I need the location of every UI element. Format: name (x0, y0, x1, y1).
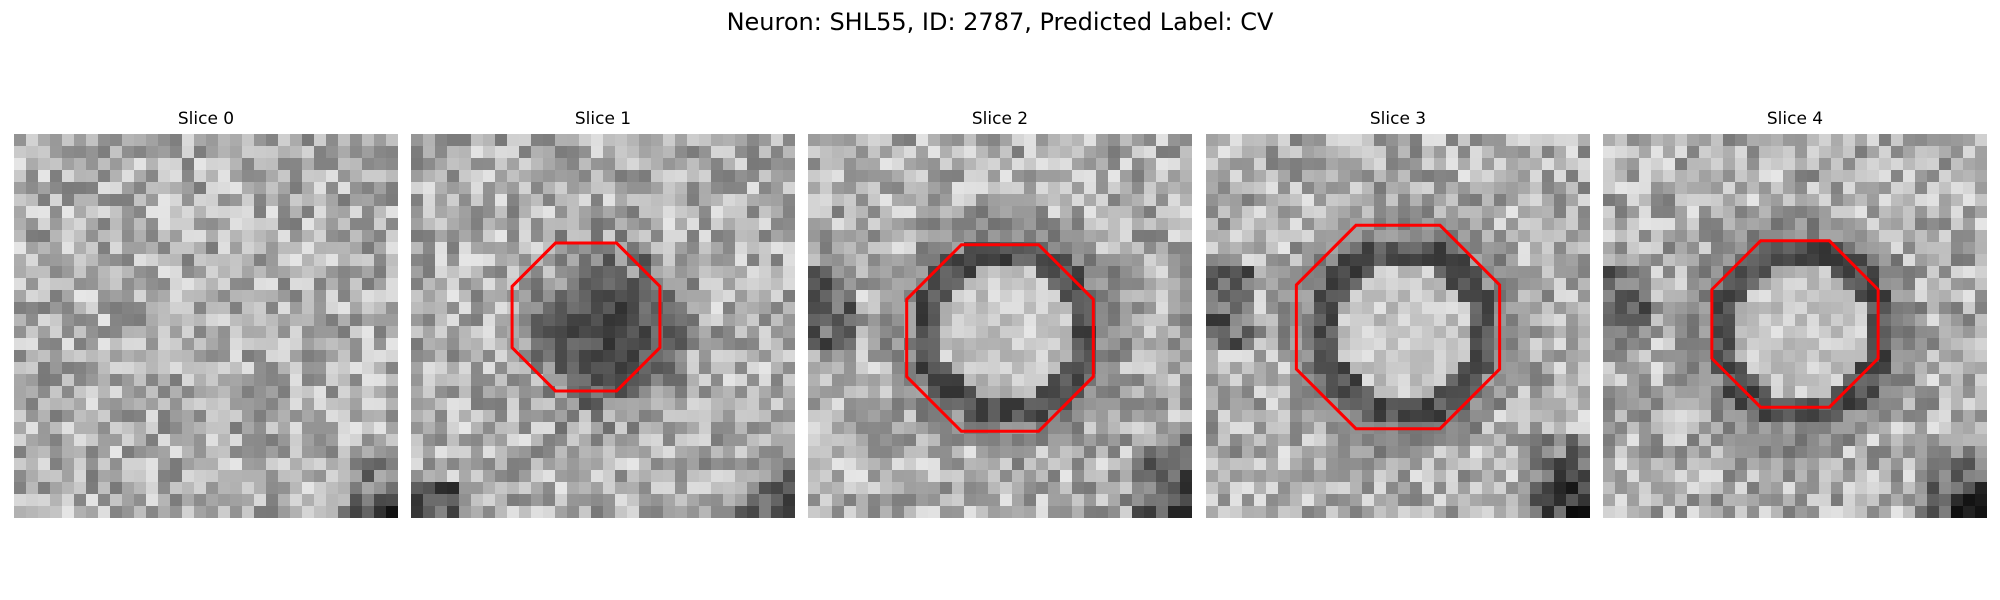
slice-0-image (14, 134, 398, 518)
slice-1-canvas (411, 134, 795, 518)
slice-1-image (411, 134, 795, 518)
panel-title-2: Slice 2 (971, 109, 1029, 129)
slice-3-image (1206, 134, 1590, 518)
panel-title-0: Slice 0 (177, 109, 235, 129)
panel-title-4: Slice 4 (1766, 109, 1824, 129)
slice-4-image (1603, 134, 1987, 518)
slice-2-canvas (808, 134, 1192, 518)
slice-4-canvas (1603, 134, 1987, 518)
slice-2-image (808, 134, 1192, 518)
slice-3-canvas (1206, 134, 1590, 518)
panel-title-1: Slice 1 (574, 109, 632, 129)
figure-title: Neuron: SHL55, ID: 2787, Predicted Label… (726, 8, 1274, 36)
panel-title-3: Slice 3 (1369, 109, 1427, 129)
slice-0-canvas (14, 134, 398, 518)
